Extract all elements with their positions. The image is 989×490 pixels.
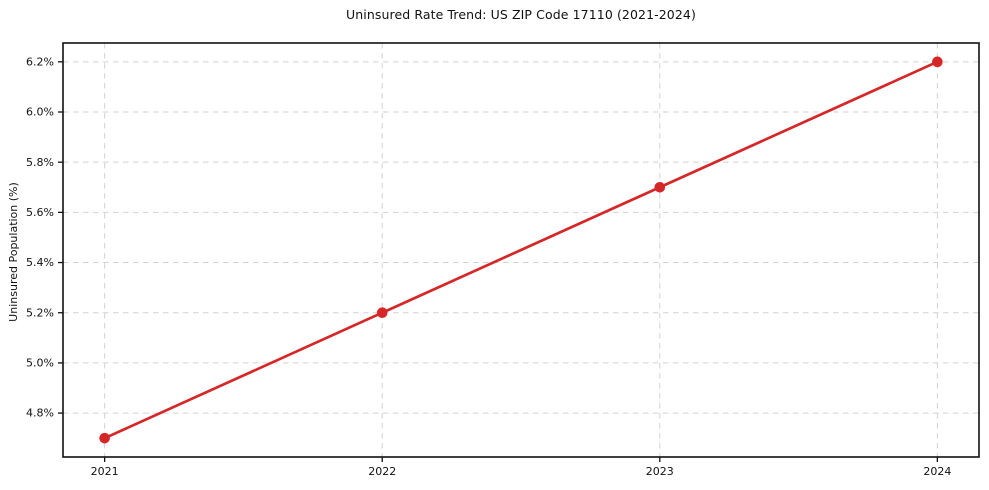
y-tick-label: 6.2% [26, 55, 54, 68]
data-point-2022 [376, 307, 388, 319]
x-tick-label: 2021 [91, 465, 119, 478]
x-tick-label: 2023 [646, 465, 674, 478]
data-point-2024 [932, 56, 943, 68]
y-tick-label: 5.0% [26, 357, 54, 370]
data-point-2023 [654, 181, 666, 193]
y-tick-label: 6.0% [26, 106, 54, 119]
y-tick-label: 5.2% [26, 306, 54, 319]
x-tick-label: 2022 [368, 465, 396, 478]
y-tick-label: 5.8% [26, 156, 54, 169]
plot-border [62, 42, 980, 458]
y-tick-label: 5.4% [26, 256, 54, 269]
chart-title: Uninsured Rate Trend: US ZIP Code 17110 … [346, 7, 696, 22]
data-point-2021 [99, 432, 110, 444]
trend-line [103, 60, 939, 440]
y-tick-label: 5.6% [26, 206, 54, 219]
y-tick-label: 4.8% [26, 407, 54, 420]
x-tick-label: 2024 [923, 465, 951, 478]
